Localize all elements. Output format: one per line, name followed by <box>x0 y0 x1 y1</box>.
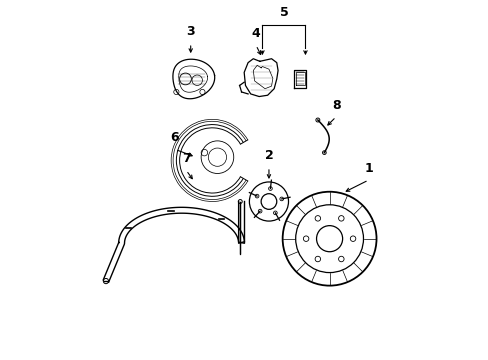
Text: 5: 5 <box>279 6 288 19</box>
Text: 8: 8 <box>331 99 340 112</box>
Text: 4: 4 <box>251 27 260 40</box>
Circle shape <box>255 194 258 198</box>
Circle shape <box>258 209 262 213</box>
Text: 6: 6 <box>170 131 179 144</box>
Text: 1: 1 <box>364 162 372 175</box>
Circle shape <box>273 211 277 215</box>
Text: 2: 2 <box>264 149 273 162</box>
Text: 3: 3 <box>186 25 195 38</box>
Text: 7: 7 <box>182 152 190 165</box>
Circle shape <box>279 197 283 201</box>
Circle shape <box>268 187 272 190</box>
